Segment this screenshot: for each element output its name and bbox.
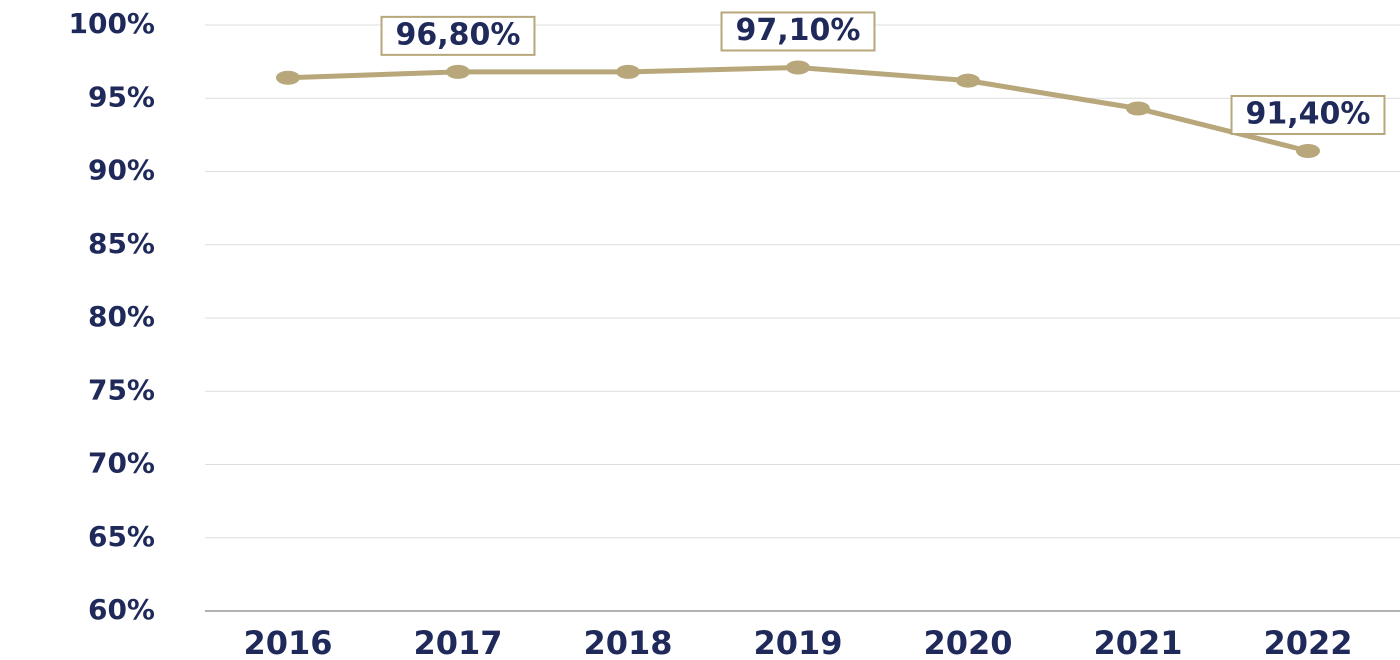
y-tick-label: 85% — [88, 227, 155, 260]
y-tick-label: 95% — [88, 80, 155, 113]
x-tick-label: 2020 — [923, 624, 1012, 660]
data-label: 91,40% — [1246, 96, 1371, 131]
y-tick-label: 75% — [88, 373, 155, 406]
data-label: 97,10% — [736, 13, 861, 48]
line — [287, 64, 1309, 154]
x-tick-label: 2017 — [413, 624, 502, 660]
y-tick-label: 60% — [88, 593, 155, 626]
point — [616, 64, 640, 79]
point — [446, 64, 470, 79]
y-tick-label: 70% — [88, 447, 155, 480]
data-label: 96,80% — [396, 17, 521, 52]
y-tick-label: 90% — [88, 154, 155, 187]
point — [786, 60, 810, 75]
x-tick-label: 2021 — [1093, 624, 1182, 660]
y-tick-label: 80% — [88, 300, 155, 333]
y-tick-label: 100% — [68, 7, 155, 40]
x-tick-label: 2022 — [1263, 624, 1352, 660]
data-label-box — [380, 15, 536, 56]
y-tick-label: 65% — [88, 520, 155, 553]
data-label-box — [720, 11, 876, 52]
point — [956, 73, 980, 88]
x-tick-label: 2016 — [243, 624, 332, 660]
point — [1126, 101, 1150, 116]
point — [1296, 143, 1320, 158]
data-label-box — [1230, 94, 1386, 135]
x-tick-label: 2019 — [753, 624, 842, 660]
point — [276, 70, 300, 85]
x-tick-label: 2018 — [583, 624, 672, 660]
